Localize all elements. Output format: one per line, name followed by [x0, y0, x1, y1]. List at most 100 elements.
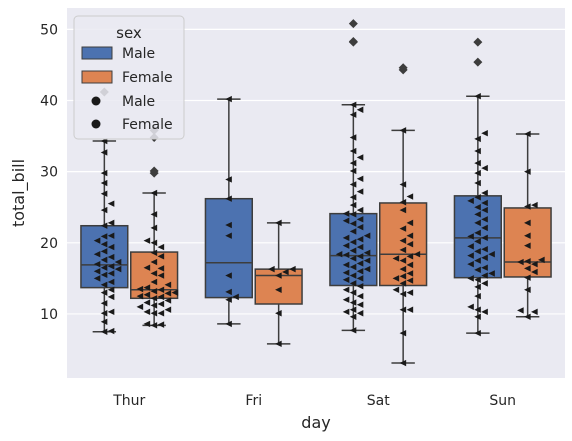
swarm-point — [114, 265, 122, 273]
swarm-point — [399, 127, 407, 134]
swarm-point — [275, 272, 282, 279]
swarm-point — [406, 253, 414, 260]
swarm-point — [100, 289, 108, 296]
swarm-point — [136, 303, 144, 311]
swarm-point — [100, 318, 108, 325]
swarm-point — [100, 271, 108, 279]
swarm-point — [150, 258, 158, 266]
swarm-point — [356, 310, 364, 317]
x-tick-labels: Thur Fri Sat Sun — [112, 393, 516, 409]
swarm-point — [524, 274, 531, 281]
swarm-point — [342, 308, 350, 316]
box-female — [379, 202, 428, 287]
swarm-point — [100, 169, 108, 177]
swarm-point — [406, 270, 414, 277]
swarm-point — [524, 130, 531, 138]
swarm-point — [474, 211, 481, 218]
y-tick-label: 10 — [40, 307, 58, 323]
swarm-point — [107, 278, 115, 286]
swarm-point — [481, 280, 488, 287]
swarm-point — [157, 243, 165, 251]
swarm-point — [107, 293, 115, 301]
swarm-point — [349, 280, 357, 287]
swarm-point — [406, 193, 414, 200]
swarm-point — [342, 286, 350, 293]
swarm-point — [150, 189, 158, 197]
swarm-point — [225, 320, 232, 328]
swarm-point — [143, 320, 151, 328]
swarm-point — [399, 265, 407, 273]
box-flier — [398, 63, 408, 73]
swarm-point — [356, 236, 364, 243]
swarm-point — [392, 275, 400, 282]
swarm-point — [100, 328, 108, 335]
swarm-point — [93, 260, 101, 268]
swarm-point — [474, 147, 481, 155]
swarm-point — [524, 265, 531, 272]
x-tick-label: Fri — [245, 393, 262, 409]
swarm-point — [143, 284, 151, 291]
swarm-point — [150, 295, 158, 302]
swarm-point — [538, 256, 545, 264]
legend-swatch-male — [81, 46, 113, 60]
swarm-point — [225, 272, 232, 279]
swarm-point — [474, 306, 481, 313]
swarm-point — [342, 296, 350, 303]
swarm-point — [289, 265, 296, 273]
swarm-point — [363, 232, 371, 239]
swarm-point — [107, 232, 115, 239]
swarm-point — [150, 239, 158, 247]
swarm-point — [531, 260, 538, 268]
swarm-point — [342, 269, 350, 276]
swarm-point — [399, 273, 407, 280]
swarm-point — [225, 221, 232, 229]
swarm-point — [157, 300, 165, 308]
swarm-point — [349, 247, 357, 254]
swarm-point — [164, 297, 172, 304]
swarm-point — [406, 277, 414, 284]
swarm-point — [349, 194, 357, 201]
swarm-point — [474, 169, 481, 177]
swarm-point — [225, 95, 232, 103]
swarm-point — [481, 189, 488, 197]
swarm-point — [150, 278, 158, 286]
box-flier — [149, 166, 159, 176]
swarm-point — [157, 310, 165, 317]
swarm-point — [467, 275, 474, 282]
swarm-point — [363, 249, 371, 256]
legend-entry-male-point: Male — [122, 94, 155, 110]
swarm-point — [349, 201, 357, 209]
swarm-point — [349, 220, 357, 227]
swarm-point — [150, 287, 158, 295]
swarm-point — [143, 291, 151, 298]
swarm-point — [349, 159, 357, 167]
swarm-point — [406, 241, 414, 248]
swarm-point — [356, 253, 364, 260]
swarm-point — [467, 260, 474, 268]
swarm-point — [100, 206, 108, 214]
x-axis-label: day — [301, 413, 330, 432]
swarm-point — [136, 285, 144, 293]
box-male — [204, 197, 253, 299]
swarm-point — [392, 255, 400, 262]
swarm-point — [481, 272, 488, 279]
swarm-point — [413, 250, 421, 258]
swarm-point — [100, 281, 108, 288]
swarm-point — [275, 310, 282, 317]
swarm-point — [150, 270, 158, 277]
swarm-point — [157, 272, 165, 279]
swarm-point — [143, 264, 151, 271]
swarm-point — [406, 219, 414, 227]
swarm-point — [342, 210, 350, 217]
swarm-point — [100, 310, 108, 317]
x-tick-label: Sun — [489, 393, 516, 409]
swarm-point — [399, 237, 407, 244]
swarm-point — [406, 261, 414, 269]
swarm-point — [275, 340, 282, 348]
swarm-point — [349, 306, 357, 313]
swarm-point — [399, 225, 407, 232]
legend: sex Male Female Male Female — [73, 15, 185, 140]
swarm-point — [107, 253, 115, 261]
y-tick-label: 20 — [40, 236, 58, 252]
swarm-point — [342, 276, 350, 284]
